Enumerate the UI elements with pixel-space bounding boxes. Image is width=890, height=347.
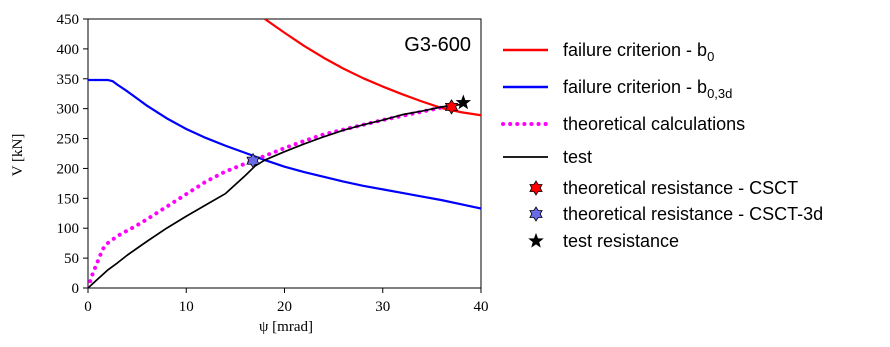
x-tick-label: 40 (474, 299, 489, 315)
legend-label-0: failure criterion - b0 (563, 40, 714, 64)
legend-marker-1 (529, 206, 543, 222)
series-line-1 (88, 78, 481, 210)
y-tick-label: 200 (57, 161, 80, 177)
legend-point-label-2: test resistance (563, 231, 679, 251)
y-tick-label: 100 (57, 221, 80, 237)
y-tick-label: 400 (57, 42, 80, 58)
legend-label-3: test (563, 147, 592, 167)
x-tick-label: 20 (277, 299, 292, 315)
legend: failure criterion - b0 failure criterion … (501, 40, 823, 251)
x-axis-label: ψ [mrad] (259, 319, 313, 335)
chart-title: G3-600 (404, 34, 471, 56)
legend-marker-2 (528, 232, 544, 248)
legend-marker-0 (529, 180, 543, 196)
legend-point-label-1: theoretical resistance - CSCT-3d (563, 204, 823, 224)
series-group (88, 19, 481, 288)
y-axis-label: V [kN] (10, 134, 26, 177)
x-tick-label: 0 (84, 299, 92, 315)
plot-frame (87, 18, 482, 289)
y-tick-label: 450 (57, 12, 80, 28)
plot-area: 0 50 100 150 200 250 300 350 400 450 0 10 20 30 40 G3-6… (57, 12, 489, 315)
y-tick-label: 300 (57, 102, 80, 118)
x-tick-label: 30 (375, 299, 390, 315)
legend-label-1: failure criterion - b0,3d (563, 77, 732, 101)
legend-point-label-0: theoretical resistance - CSCT (563, 178, 798, 198)
series-line-2 (88, 99, 469, 288)
y-tick-label: 150 (57, 191, 80, 207)
marker-point-1 (246, 152, 260, 169)
y-tick-label: 0 (72, 281, 80, 297)
legend-label-2: theoretical calculations (563, 114, 745, 134)
marker-point-2 (455, 94, 472, 110)
marker-point-0 (444, 99, 459, 115)
series-line-3 (88, 103, 464, 288)
y-tick-label: 250 (57, 132, 80, 148)
series-line-0 (264, 19, 481, 117)
y-tick-label: 50 (64, 251, 79, 267)
y-tick-label: 350 (57, 72, 80, 88)
x-tick-label: 10 (179, 299, 194, 315)
